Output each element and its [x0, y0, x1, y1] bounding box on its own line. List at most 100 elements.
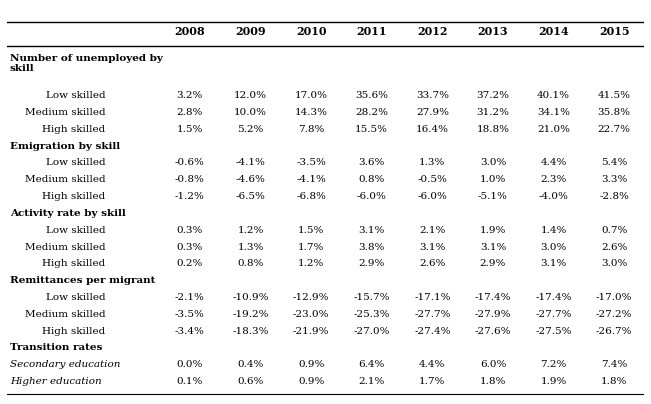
Text: -27.9%: -27.9%: [475, 310, 511, 319]
Text: -6.0%: -6.0%: [417, 192, 447, 201]
Text: 3.1%: 3.1%: [540, 259, 567, 268]
Text: 1.4%: 1.4%: [540, 226, 567, 235]
Text: -17.4%: -17.4%: [475, 293, 511, 302]
Text: Higher education: Higher education: [10, 377, 102, 386]
Text: 0.9%: 0.9%: [298, 360, 324, 369]
Text: 1.2%: 1.2%: [238, 226, 264, 235]
Text: Low skilled: Low skilled: [46, 226, 105, 235]
Text: -4.1%: -4.1%: [296, 175, 326, 184]
Text: Medium skilled: Medium skilled: [25, 108, 105, 117]
Text: Low skilled: Low skilled: [46, 158, 105, 167]
Text: 2.9%: 2.9%: [480, 259, 506, 268]
Text: High skilled: High skilled: [42, 259, 105, 268]
Text: -27.7%: -27.7%: [414, 310, 450, 319]
Text: 2.9%: 2.9%: [359, 259, 385, 268]
Text: 27.9%: 27.9%: [416, 108, 449, 117]
Text: -0.5%: -0.5%: [417, 175, 447, 184]
Text: High skilled: High skilled: [42, 125, 105, 134]
Text: 3.3%: 3.3%: [601, 175, 628, 184]
Text: -4.6%: -4.6%: [236, 175, 266, 184]
Text: 5.2%: 5.2%: [238, 125, 264, 134]
Text: Medium skilled: Medium skilled: [25, 175, 105, 184]
Text: -15.7%: -15.7%: [353, 293, 390, 302]
Text: 1.7%: 1.7%: [419, 377, 445, 386]
Text: 14.3%: 14.3%: [295, 108, 327, 117]
Text: 18.8%: 18.8%: [477, 125, 510, 134]
Text: -26.7%: -26.7%: [596, 327, 632, 336]
Text: -4.1%: -4.1%: [236, 158, 266, 167]
Text: 0.6%: 0.6%: [238, 377, 264, 386]
Text: 2.1%: 2.1%: [359, 377, 385, 386]
Text: -19.2%: -19.2%: [232, 310, 269, 319]
Text: 2.3%: 2.3%: [540, 175, 567, 184]
Text: -27.4%: -27.4%: [414, 327, 450, 336]
Text: 0.8%: 0.8%: [238, 259, 264, 268]
Text: 0.0%: 0.0%: [176, 360, 203, 369]
Text: Number of unemployed by
skill: Number of unemployed by skill: [10, 54, 163, 73]
Text: 17.0%: 17.0%: [295, 91, 327, 100]
Text: 40.1%: 40.1%: [537, 91, 570, 100]
Text: -3.5%: -3.5%: [296, 158, 326, 167]
Text: 0.3%: 0.3%: [176, 242, 203, 252]
Text: 35.6%: 35.6%: [355, 91, 388, 100]
Text: Emigration by skill: Emigration by skill: [10, 141, 120, 151]
Text: -0.6%: -0.6%: [175, 158, 205, 167]
Text: 3.1%: 3.1%: [359, 226, 385, 235]
Text: Activity rate by skill: Activity rate by skill: [10, 209, 126, 218]
Text: 5.4%: 5.4%: [601, 158, 628, 167]
Text: Transition rates: Transition rates: [10, 343, 102, 353]
Text: 22.7%: 22.7%: [598, 125, 631, 134]
Text: 0.2%: 0.2%: [176, 259, 203, 268]
Text: 2010: 2010: [296, 26, 326, 37]
Text: 12.0%: 12.0%: [234, 91, 267, 100]
Text: 2.6%: 2.6%: [601, 242, 628, 252]
Text: Low skilled: Low skilled: [46, 91, 105, 100]
Text: 3.2%: 3.2%: [176, 91, 203, 100]
Text: 10.0%: 10.0%: [234, 108, 267, 117]
Text: 0.9%: 0.9%: [298, 377, 324, 386]
Text: Secondary education: Secondary education: [10, 360, 120, 369]
Text: 3.6%: 3.6%: [359, 158, 385, 167]
Text: 33.7%: 33.7%: [416, 91, 449, 100]
Text: -25.3%: -25.3%: [353, 310, 390, 319]
Text: 1.3%: 1.3%: [419, 158, 445, 167]
Text: Low skilled: Low skilled: [46, 293, 105, 302]
Text: -2.1%: -2.1%: [175, 293, 205, 302]
Text: -6.5%: -6.5%: [236, 192, 266, 201]
Text: 2.6%: 2.6%: [419, 259, 445, 268]
Text: 15.5%: 15.5%: [355, 125, 388, 134]
Text: -3.4%: -3.4%: [175, 327, 205, 336]
Text: 3.1%: 3.1%: [480, 242, 506, 252]
Text: -27.5%: -27.5%: [535, 327, 572, 336]
Text: 1.2%: 1.2%: [298, 259, 324, 268]
Text: 6.0%: 6.0%: [480, 360, 506, 369]
Text: -17.1%: -17.1%: [414, 293, 450, 302]
Text: -10.9%: -10.9%: [232, 293, 269, 302]
Text: 37.2%: 37.2%: [477, 91, 510, 100]
Text: 0.1%: 0.1%: [176, 377, 203, 386]
Text: 1.5%: 1.5%: [298, 226, 324, 235]
Text: Remittances per migrant: Remittances per migrant: [10, 276, 155, 285]
Text: -0.8%: -0.8%: [175, 175, 205, 184]
Text: 3.0%: 3.0%: [480, 158, 506, 167]
Text: -6.0%: -6.0%: [357, 192, 387, 201]
Text: -1.2%: -1.2%: [175, 192, 205, 201]
Text: 3.0%: 3.0%: [540, 242, 567, 252]
Text: -6.8%: -6.8%: [296, 192, 326, 201]
Text: Medium skilled: Medium skilled: [25, 242, 105, 252]
Text: 1.8%: 1.8%: [601, 377, 628, 386]
Text: 2.1%: 2.1%: [419, 226, 445, 235]
Text: 2008: 2008: [174, 26, 205, 37]
Text: -23.0%: -23.0%: [293, 310, 329, 319]
Text: 2015: 2015: [599, 26, 630, 37]
Text: 0.8%: 0.8%: [359, 175, 385, 184]
Text: 7.8%: 7.8%: [298, 125, 324, 134]
Text: 16.4%: 16.4%: [416, 125, 449, 134]
Text: High skilled: High skilled: [42, 327, 105, 336]
Text: 4.4%: 4.4%: [419, 360, 445, 369]
Text: -27.2%: -27.2%: [596, 310, 632, 319]
Text: 7.2%: 7.2%: [540, 360, 567, 369]
Text: 1.3%: 1.3%: [238, 242, 264, 252]
Text: -2.8%: -2.8%: [600, 192, 629, 201]
Text: 1.7%: 1.7%: [298, 242, 324, 252]
